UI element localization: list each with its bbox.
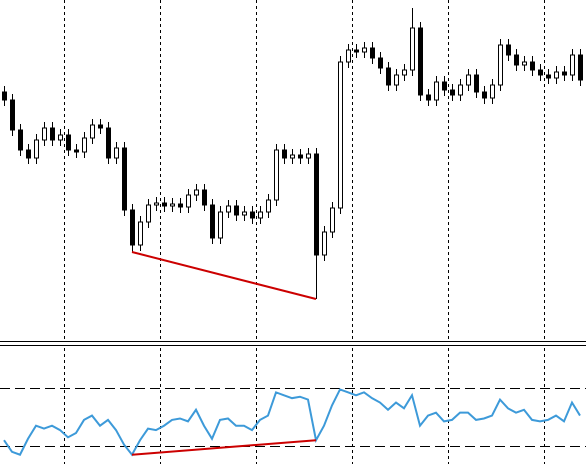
candle-body bbox=[74, 149, 79, 153]
candle-body bbox=[426, 94, 431, 101]
candle-body bbox=[498, 44, 503, 86]
candle-body bbox=[82, 137, 87, 153]
candle-body bbox=[530, 61, 535, 71]
candle-body bbox=[330, 207, 335, 233]
candle-body bbox=[570, 54, 575, 76]
candle-body bbox=[306, 153, 311, 159]
candle-body bbox=[522, 61, 527, 66]
candle-body bbox=[538, 69, 543, 76]
candle-body bbox=[42, 127, 47, 141]
candle-body bbox=[546, 74, 551, 79]
candle-body bbox=[506, 44, 511, 56]
candle-body bbox=[266, 199, 271, 213]
candle-body bbox=[354, 49, 359, 53]
candle-body bbox=[338, 61, 343, 209]
candle-body bbox=[90, 124, 95, 139]
candle-body bbox=[442, 81, 447, 91]
oscillator-line bbox=[3, 388, 581, 457]
candle-body bbox=[258, 211, 263, 219]
trend-line bbox=[131, 439, 317, 456]
candle-body bbox=[434, 81, 439, 101]
candle-body bbox=[322, 231, 327, 256]
candle-body bbox=[402, 69, 407, 76]
candle-body bbox=[162, 202, 167, 207]
candle-body bbox=[154, 202, 159, 206]
candle-body bbox=[458, 84, 463, 96]
candle-body bbox=[210, 204, 215, 239]
candle-body bbox=[378, 57, 383, 69]
candle-body bbox=[170, 203, 175, 207]
candle-body bbox=[466, 74, 471, 86]
candle-body bbox=[66, 134, 71, 151]
candle-body bbox=[490, 84, 495, 99]
candle-body bbox=[346, 49, 351, 63]
candle-body bbox=[578, 54, 583, 81]
candle-body bbox=[122, 147, 127, 211]
candle-body bbox=[114, 147, 119, 159]
candle-body bbox=[178, 203, 183, 208]
candle-body bbox=[274, 149, 279, 201]
candle-body bbox=[514, 54, 519, 66]
trend-line bbox=[131, 251, 317, 300]
candle-body bbox=[362, 47, 367, 53]
candle-body bbox=[98, 124, 103, 129]
pane-gap bbox=[0, 340, 586, 348]
candle-body bbox=[2, 91, 7, 101]
candle-body bbox=[26, 149, 31, 159]
candle-body bbox=[226, 205, 231, 213]
candle-body bbox=[386, 67, 391, 86]
candle-body bbox=[410, 27, 415, 71]
candle-body bbox=[282, 149, 287, 159]
candle-body bbox=[450, 89, 455, 96]
candle-body bbox=[146, 204, 151, 223]
candle-body bbox=[314, 153, 319, 256]
candle-body bbox=[554, 71, 559, 79]
candle-body bbox=[106, 127, 111, 159]
candle-body bbox=[370, 47, 375, 59]
candle-body bbox=[50, 127, 55, 141]
candle-body bbox=[130, 209, 135, 246]
candle-body bbox=[10, 99, 15, 131]
candle-body bbox=[250, 211, 255, 219]
candle-body bbox=[242, 211, 247, 216]
candle-body bbox=[58, 134, 63, 141]
candle-body bbox=[138, 221, 143, 246]
candle-body bbox=[562, 71, 567, 76]
candle-body bbox=[186, 194, 191, 208]
candle-body bbox=[202, 189, 207, 206]
candle-body bbox=[290, 154, 295, 159]
candle-body bbox=[474, 74, 479, 93]
candle-body bbox=[394, 74, 399, 86]
candle-body bbox=[234, 205, 239, 216]
candle-body bbox=[298, 154, 303, 159]
candle-body bbox=[482, 91, 487, 99]
candle-body bbox=[34, 139, 39, 159]
candle-body bbox=[18, 129, 23, 151]
candle-body bbox=[218, 211, 223, 239]
candle-body bbox=[194, 189, 199, 196]
time-grid bbox=[64, 0, 545, 464]
candle-body bbox=[418, 27, 423, 96]
